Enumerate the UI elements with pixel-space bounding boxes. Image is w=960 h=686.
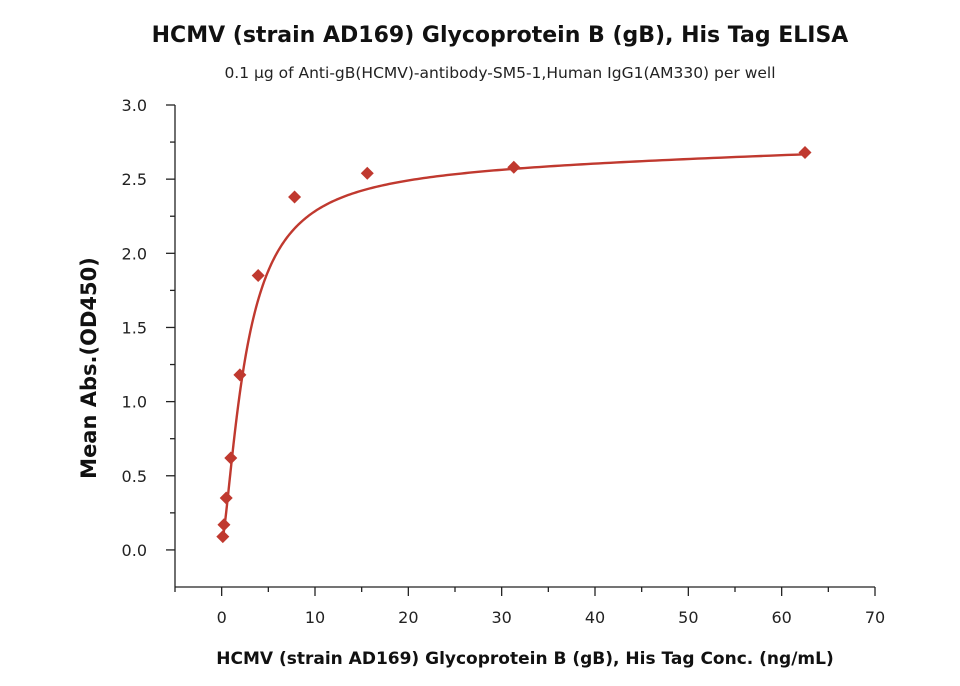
data-point xyxy=(798,145,812,159)
x-axis-label: HCMV (strain AD169) Glycoprotein B (gB),… xyxy=(216,649,833,669)
y-axis-label: Mean Abs.(OD450) xyxy=(77,257,101,479)
y-tick-label: 2.5 xyxy=(122,170,147,189)
data-point xyxy=(233,368,247,382)
x-tick-label: 50 xyxy=(678,608,698,627)
y-tick-label: 1.0 xyxy=(122,393,147,412)
plot-area: 0.0 0.5 1.0 1.5 2.0 2.5 3.0 0 10 20 30 40 50 60 70 xyxy=(122,96,886,627)
data-point xyxy=(360,166,374,180)
x-tick-label: 30 xyxy=(491,608,511,627)
chart-subtitle: 0.1 µg of Anti-gB(HCMV)-antibody-SM5-1,H… xyxy=(224,64,775,82)
y-tick-label: 2.0 xyxy=(122,244,147,263)
x-tick-label: 60 xyxy=(771,608,791,627)
data-point xyxy=(224,451,238,465)
x-tick-label: 40 xyxy=(585,608,605,627)
fit-curve xyxy=(221,153,806,539)
data-point xyxy=(216,530,230,544)
y-tick-label: 3.0 xyxy=(122,96,147,115)
x-tick-label: 0 xyxy=(217,608,227,627)
x-tick-label: 10 xyxy=(305,608,325,627)
y-tick-label: 1.5 xyxy=(122,318,147,337)
data-point xyxy=(217,518,231,532)
x-tick-label: 20 xyxy=(398,608,418,627)
x-tick-label: 70 xyxy=(865,608,885,627)
data-point xyxy=(251,269,265,283)
y-tick-label: 0.5 xyxy=(122,467,147,486)
chart-title: HCMV (strain AD169) Glycoprotein B (gB),… xyxy=(152,23,849,48)
data-point xyxy=(288,190,302,204)
y-tick-label: 0.0 xyxy=(122,541,147,560)
data-point xyxy=(219,491,233,505)
data-point xyxy=(507,160,521,174)
